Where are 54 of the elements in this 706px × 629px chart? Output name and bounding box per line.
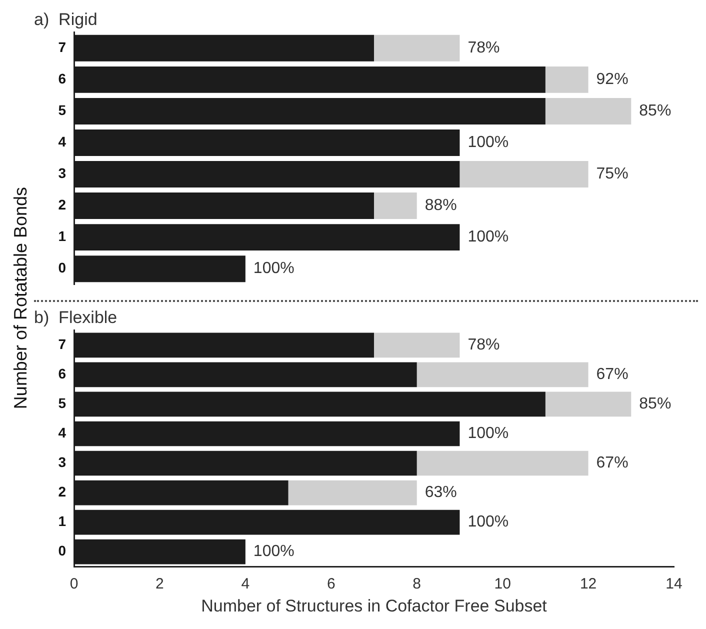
y-tick-label: 3 — [58, 165, 66, 182]
annotation: 92% — [596, 71, 628, 88]
bar — [288, 480, 417, 506]
y-tick-label: 4 — [58, 134, 66, 150]
y-tick-label: 1 — [58, 228, 66, 244]
y-tick-label: 0 — [58, 542, 66, 559]
bar — [545, 392, 632, 417]
bar — [416, 362, 588, 388]
y-tick-label: 6 — [58, 366, 66, 382]
annotation: 100% — [253, 260, 294, 278]
annotation: 88% — [424, 197, 457, 214]
x-tick-label: 8 — [412, 576, 422, 593]
y-tick-label: 7 — [58, 336, 66, 352]
annotation: 100% — [253, 543, 294, 560]
annotation: 67% — [596, 454, 628, 472]
y-tick-label: 2 — [58, 484, 66, 500]
y-tick-label: 0 — [58, 260, 66, 276]
y-tick-label: 4 — [58, 424, 66, 441]
bar — [545, 98, 632, 124]
annotation: 67% — [596, 366, 628, 384]
x-tick-label: 6 — [326, 576, 336, 593]
y-tick-label: 3 — [58, 454, 66, 470]
y-axis-title: Number of Rotatable Bonds — [10, 186, 32, 410]
annotation: 63% — [424, 484, 457, 502]
annotation: 100% — [468, 228, 509, 246]
annotation: 85% — [639, 102, 672, 120]
x-tick-label: 4 — [241, 576, 250, 593]
y-tick-label: 2 — [58, 196, 66, 213]
bar — [545, 66, 588, 93]
bar — [374, 192, 417, 220]
annotation: 78% — [468, 40, 500, 57]
annotation: 75% — [596, 166, 628, 183]
x-tick-label: 0 — [70, 576, 78, 593]
bar — [374, 34, 460, 62]
bar — [416, 450, 588, 476]
x-axis-title: Number of Structures in Cofactor Free Subset — [201, 596, 548, 616]
x-tick-label: 2 — [156, 576, 164, 593]
y-tick-label: 1 — [58, 513, 66, 530]
bar — [460, 161, 588, 188]
x-tick-label: 12 — [580, 576, 597, 593]
annotation: 100% — [468, 425, 509, 442]
annotation: 78% — [468, 336, 500, 354]
x-tick-label: 14 — [666, 576, 682, 593]
annotation: 100% — [468, 134, 509, 152]
annotation: 100% — [468, 514, 509, 531]
y-tick-label: 5 — [58, 395, 66, 412]
bar — [374, 332, 460, 358]
y-tick-label: 7 — [58, 39, 66, 56]
y-tick-label: 5 — [58, 102, 66, 118]
y-tick-label: 6 — [58, 70, 66, 87]
chart-title: b) Flexible — [34, 308, 118, 327]
chart-title: a) Rigid — [34, 10, 98, 29]
annotation: 85% — [639, 396, 672, 413]
x-tick-label: 10 — [494, 576, 511, 593]
